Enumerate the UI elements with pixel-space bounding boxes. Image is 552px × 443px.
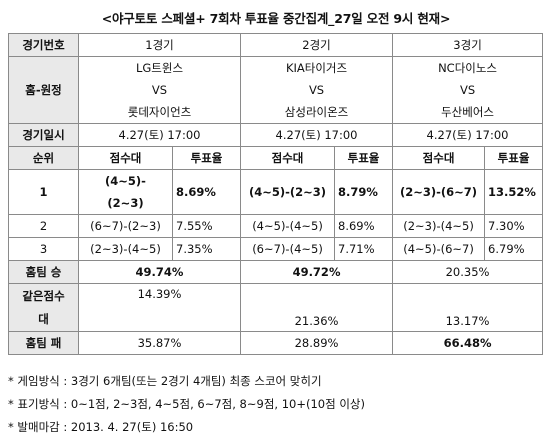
note-game-method: * 게임방식 : 3경기 6개팀(또는 2경기 4개팀) 최종 스코어 맞히기 bbox=[8, 374, 322, 388]
game-1-header: 1경기 bbox=[77, 33, 242, 57]
rank-3-label: 3 bbox=[8, 237, 79, 261]
rank-2-label: 2 bbox=[8, 214, 79, 238]
game-1-rate-header: 투표율 bbox=[171, 146, 242, 170]
game-1-home-win: 49.74% bbox=[77, 260, 242, 284]
game-3-rank-1-rate: 13.52% bbox=[484, 169, 544, 215]
game-2-home: KIA타이거즈 bbox=[240, 56, 394, 79]
game-2-score-header: 점수대 bbox=[240, 146, 336, 170]
game-1-rank-1-score-a: (4~5)- bbox=[78, 169, 173, 192]
game-3-rate-header: 투표율 bbox=[484, 146, 544, 170]
game-1-rank-3-rate: 7.35% bbox=[171, 237, 242, 261]
notes: * 게임방식 : 3경기 6개팀(또는 2경기 4개팀) 최종 스코어 맞히기 … bbox=[8, 370, 365, 439]
rank-1-row-a: 1 (4~5)- 8.69% (4~5)-(2~3) 8.79% (2~3)-(… bbox=[8, 169, 544, 215]
game-3-draw: 13.17% bbox=[392, 283, 544, 332]
game-number-row: 경기번호 1경기 2경기 3경기 bbox=[8, 33, 544, 57]
page-title: <야구토토 스페셜+ 7회차 투표율 중간집계_27일 오전 9시 현재> bbox=[101, 11, 451, 26]
game-3-rank-3-score: (4~5)-(6~7) bbox=[392, 237, 486, 261]
game-2-rank-2-score: (4~5)-(4~5) bbox=[240, 214, 336, 238]
matchup-label: 홈-원정 bbox=[8, 56, 79, 124]
game-1-rank-2-rate: 7.55% bbox=[171, 214, 242, 238]
home-win-label: 홈팀 승 bbox=[8, 260, 79, 284]
game-1-draw: 14.39% bbox=[77, 283, 242, 332]
game-3-datetime: 4.27(토) 17:00 bbox=[392, 123, 544, 147]
game-2-rank-1-score: (4~5)-(2~3) bbox=[240, 169, 336, 215]
game-2-datetime: 4.27(토) 17:00 bbox=[240, 123, 394, 147]
game-3-vs: VS bbox=[392, 79, 544, 101]
game-3-home: NC다이노스 bbox=[392, 56, 544, 79]
game-1-rank-1-score-b: (2~3) bbox=[78, 192, 173, 215]
draw-row-a: 같은점수 14.39% 21.36% 13.17% bbox=[8, 283, 544, 332]
game-3-rank-2-rate: 7.30% bbox=[484, 214, 544, 238]
game-2-rate-header: 투표율 bbox=[334, 146, 394, 170]
game-2-home-win: 49.72% bbox=[240, 260, 394, 284]
game-3-away: 두산베어스 bbox=[392, 101, 544, 124]
game-2-home-loss: 28.89% bbox=[240, 331, 394, 355]
matchup-row-vs: VS VS VS bbox=[9, 79, 544, 101]
game-3-score-header: 점수대 bbox=[392, 146, 486, 170]
rank-1-label: 1 bbox=[8, 169, 79, 215]
game-3-home-win: 20.35% bbox=[392, 260, 544, 284]
game-2-draw: 21.36% bbox=[240, 283, 394, 332]
game-3-home-loss: 66.48% bbox=[392, 331, 544, 355]
game-3-header: 3경기 bbox=[392, 33, 544, 57]
home-win-row: 홈팀 승 49.74% 49.72% 20.35% bbox=[8, 260, 544, 284]
draw-row-b: 대 bbox=[8, 307, 543, 332]
draw-label-a: 같은점수 bbox=[8, 283, 79, 308]
game-1-home-loss: 35.87% bbox=[77, 331, 242, 355]
draw-label-b: 대 bbox=[8, 307, 79, 332]
rank-3-row: 3 (2~3)-(4~5) 7.35% (6~7)-(4~5) 7.71% (4… bbox=[8, 237, 544, 261]
game-2-rank-3-rate: 7.71% bbox=[334, 237, 394, 261]
game-2-rank-3-score: (6~7)-(4~5) bbox=[240, 237, 336, 261]
game-2-rank-1-rate: 8.79% bbox=[334, 169, 394, 215]
game-1-rank-2-score: (6~7)-(2~3) bbox=[78, 214, 173, 238]
game-number-label: 경기번호 bbox=[8, 33, 79, 57]
matchup-row-home: 홈-원정 LG트윈스 KIA타이거즈 NC다이노스 bbox=[8, 56, 544, 124]
game-2-rank-2-rate: 8.69% bbox=[334, 214, 394, 238]
game-1-home: LG트윈스 bbox=[77, 56, 242, 79]
rank-header-row: 순위 점수대 투표율 점수대 투표율 점수대 투표율 bbox=[8, 146, 544, 170]
game-1-rank-1-rate: 8.69% bbox=[171, 169, 242, 215]
game-1-away: 롯데자이언츠 bbox=[77, 101, 242, 124]
game-3-rank-3-rate: 6.79% bbox=[484, 237, 544, 261]
rank-header: 순위 bbox=[8, 146, 79, 170]
game-3-rank-1-score: (2~3)-(6~7) bbox=[392, 169, 486, 215]
game-1-datetime: 4.27(토) 17:00 bbox=[77, 123, 242, 147]
game-1-rank-3-score: (2~3)-(4~5) bbox=[78, 237, 173, 261]
game-2-header: 2경기 bbox=[240, 33, 394, 57]
datetime-label: 경기일시 bbox=[8, 123, 79, 147]
home-loss-label: 홈팀 패 bbox=[8, 331, 79, 355]
note-deadline: * 발매마감 : 2013. 4. 27(토) 16:50 bbox=[8, 420, 194, 434]
matchup-row-away: 롯데자이언츠 삼성라이온즈 두산베어스 bbox=[9, 101, 544, 124]
game-2-vs: VS bbox=[240, 79, 394, 101]
datetime-row: 경기일시 4.27(토) 17:00 4.27(토) 17:00 4.27(토)… bbox=[8, 123, 544, 147]
game-1-vs: VS bbox=[77, 79, 242, 101]
vote-rate-table: 경기번호 1경기 2경기 3경기 홈-원정 LG트윈스 KIA타이거즈 NC다이… bbox=[8, 33, 544, 355]
rank-2-row: 2 (6~7)-(2~3) 7.55% (4~5)-(4~5) 8.69% (2… bbox=[8, 214, 544, 238]
game-1-score-header: 점수대 bbox=[78, 146, 173, 170]
home-loss-row: 홈팀 패 35.87% 28.89% 66.48% bbox=[8, 331, 544, 355]
game-3-rank-2-score: (2~3)-(4~5) bbox=[392, 214, 486, 238]
note-notation: * 표기방식 : 0~1점, 2~3점, 4~5점, 6~7점, 8~9점, 1… bbox=[8, 397, 365, 411]
game-2-away: 삼성라이온즈 bbox=[240, 101, 394, 124]
